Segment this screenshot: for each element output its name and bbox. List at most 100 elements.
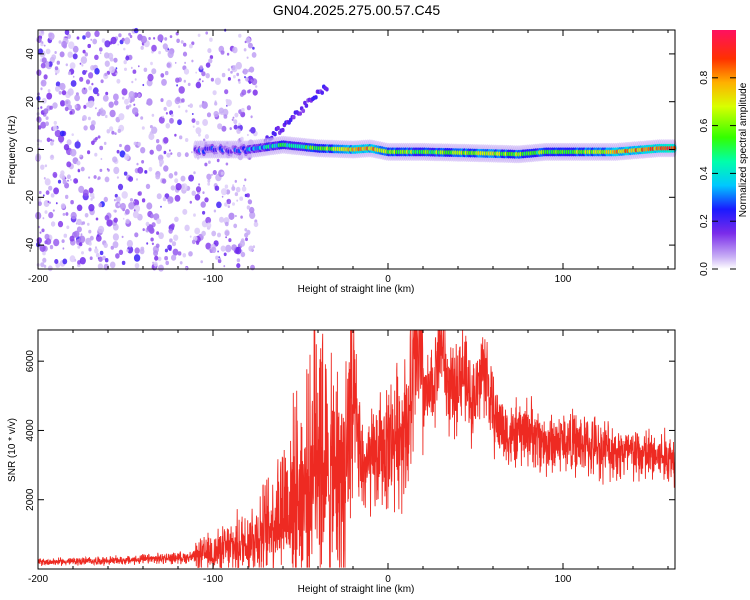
spectrogram-noise-cell <box>40 79 47 87</box>
spectrogram-noise-cell <box>104 215 110 221</box>
spectrogram-noise-cell <box>252 46 255 50</box>
spectrogram-noise-cell <box>43 108 49 115</box>
spectrogram-noise-cell <box>151 126 158 134</box>
spectrogram-noise-cell <box>163 165 169 172</box>
spectrogram-noise-cell <box>145 183 151 190</box>
x-tick-label: -200 <box>28 574 48 585</box>
spectrogram-tail-cell <box>298 111 303 116</box>
spectrogram-noise-cell <box>76 204 83 212</box>
spectrogram-noise-cell <box>182 253 187 258</box>
spectrogram-noise-cell <box>244 228 248 232</box>
spectrogram-noise-cell <box>37 201 42 207</box>
spectrogram-noise-cell <box>174 194 181 202</box>
spectrogram-tail-cell <box>304 103 309 108</box>
spectrogram-noise-cell <box>234 112 239 118</box>
spectrogram-ylabel: Frequency (Hz) <box>7 116 18 185</box>
spectrogram-noise-cell <box>118 113 125 121</box>
spectrogram-noise-cell <box>214 77 221 86</box>
spectrogram-noise-cell <box>158 232 164 240</box>
spectrogram-noise-cell <box>55 81 61 87</box>
spectrogram-noise-cell <box>242 68 248 75</box>
spectrogram-noise-cell <box>241 186 247 192</box>
x-tick-label: 100 <box>555 274 572 285</box>
spectrogram-noise-cell <box>191 118 196 123</box>
spectrogram-noise-cell <box>169 35 173 39</box>
spectrogram-noise-cell <box>110 36 117 45</box>
spectrogram-xlabel: Height of straight line (km) <box>298 284 415 295</box>
spectrogram-noise-cell <box>220 245 226 252</box>
spectrogram-tail-cell <box>281 127 285 133</box>
spectrogram-noise-cell <box>106 219 113 227</box>
spectrogram-noise-cell <box>206 112 212 118</box>
spectrogram-noise-cell <box>163 150 167 155</box>
spectrogram-noise-cell <box>166 99 173 107</box>
spectrogram-noise-cell <box>148 37 151 40</box>
spectrogram-noise-cell <box>36 69 42 76</box>
spectrogram-noise-cell <box>171 254 177 261</box>
spectrogram-noise-cell <box>166 152 171 158</box>
spectrogram-noise-cell <box>92 65 96 70</box>
spectrogram-noise-cell <box>245 37 251 44</box>
spectrogram-noise-cell <box>52 102 58 109</box>
x-tick-label: 0 <box>385 274 391 285</box>
spectrogram-noise-cell <box>137 191 141 196</box>
spectrogram-noise-cell <box>165 123 171 129</box>
spectrogram-noise-cell <box>63 144 70 151</box>
spectrogram-noise-cell <box>174 171 178 176</box>
spectrogram-noise-cell <box>206 222 212 229</box>
spectrogram-noise-cell <box>241 107 245 113</box>
spectrogram-noise-cell <box>91 140 95 146</box>
spectrogram-noise-cell <box>229 127 232 131</box>
spectrogram-noise-cell <box>67 51 73 58</box>
spectrogram-noise-cell <box>97 135 101 139</box>
spectrogram-noise-cell <box>89 124 95 131</box>
spectrogram-noise-cell <box>52 209 55 212</box>
spectrogram-noise-cell <box>79 76 84 82</box>
colorbar: 0.0 0.2 0.4 0.6 0.8 Normalized spectral ampl… <box>699 30 749 276</box>
spectrogram-noise-cell <box>40 62 46 69</box>
spectrogram-noise-cell <box>132 69 137 74</box>
spectrogram-noise-cell <box>218 107 224 114</box>
spectrogram-noise-cell <box>55 85 60 92</box>
spectrogram-noise-cell <box>113 100 119 106</box>
spectrogram-noise-cell <box>112 233 119 241</box>
spectrogram-noise-cell <box>98 202 103 208</box>
spectrogram-noise-cell <box>68 41 75 49</box>
spectrogram-noise-cell <box>125 55 130 61</box>
spectrogram-noise-cell <box>140 45 144 50</box>
spectrogram-noise-cell <box>102 255 106 261</box>
spectrogram-noise-cell <box>167 201 171 205</box>
spectrogram-tail-cell <box>325 87 329 92</box>
spectrogram-noise-cell <box>236 258 241 263</box>
spectrogram-noise-cell <box>94 152 98 157</box>
spectrogram-noise-cell <box>213 110 219 118</box>
spectrogram-noise-cell <box>200 260 203 264</box>
spectrogram-noise-cell <box>183 79 186 83</box>
spectrogram-noise-cell <box>115 253 120 259</box>
spectrogram-noise-cell <box>53 238 60 247</box>
spectrogram-noise-cell <box>225 236 227 239</box>
spectrogram-noise-cell <box>246 229 251 235</box>
spectrogram-noise-cell <box>74 141 81 149</box>
spectrogram-noise-cell <box>78 185 85 193</box>
spectrogram-noise-cell <box>233 124 238 130</box>
spectrogram-noise-cell <box>126 249 129 252</box>
spectrogram-noise-cell <box>232 46 238 54</box>
spectrogram-noise-cell <box>40 262 45 268</box>
spectrogram-noise-cell <box>230 65 233 69</box>
spectrogram-noise-cell <box>221 72 226 78</box>
spectrogram-noise-cell <box>211 246 217 253</box>
spectrogram-noise-cell <box>87 222 90 226</box>
spectrogram-noise-cell <box>125 208 130 215</box>
spectrogram-noise-cell <box>73 178 78 184</box>
spectrogram-noise-cell <box>187 104 190 107</box>
spectrogram-noise-cell <box>111 130 115 135</box>
spectrogram-noise-cell <box>49 201 51 204</box>
spectrogram-noise-cell <box>157 34 164 42</box>
spectrogram-noise-cell <box>77 169 81 173</box>
spectrogram-noise-cell <box>61 40 67 48</box>
spectrogram-noise-cell <box>164 256 169 261</box>
snr-frame <box>37 329 676 570</box>
spectrogram-noise-cell <box>121 235 124 239</box>
